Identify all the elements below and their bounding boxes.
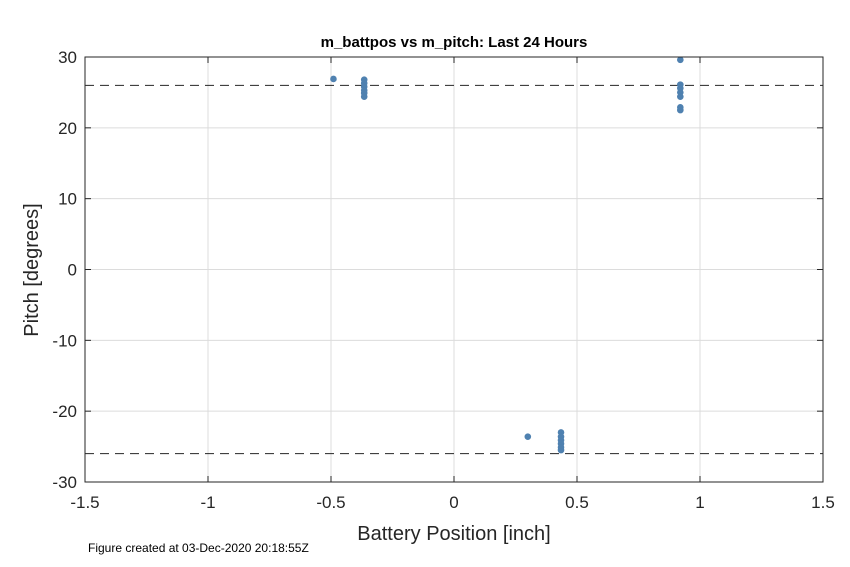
data-point-0-7	[524, 433, 532, 440]
x-tick-label-4: 0.5	[565, 493, 589, 512]
figure-created-footer: Figure created at 03-Dec-2020 20:18:55Z	[88, 541, 309, 555]
x-tick-label-3: 0	[449, 493, 458, 512]
chart-title: m_battpos vs m_pitch: Last 24 Hours	[321, 34, 588, 51]
x-tick-label-1: -1	[200, 493, 215, 512]
y-tick-label-6: -30	[52, 473, 77, 492]
x-tick-labels: -1.5 -1 -0.5 0 0.5 1 1.5	[70, 57, 835, 512]
data-points	[330, 56, 684, 454]
y-tick-labels: 30 20 10 0 -10 -20 -30	[52, 48, 823, 492]
x-axis-label: Battery Position [inch]	[357, 523, 550, 545]
x-tick-label-2: -0.5	[316, 493, 345, 512]
x-tick-label-6: 1.5	[811, 493, 835, 512]
data-point-0-14	[677, 56, 684, 64]
y-axis-label: Pitch [degrees]	[21, 203, 43, 336]
y-tick-label-4: -10	[52, 331, 77, 350]
data-point-0-13	[557, 446, 565, 454]
reference-lines	[85, 84, 823, 455]
data-point-0-6	[360, 93, 368, 100]
y-tick-label-0: 30	[58, 48, 77, 67]
x-tick-label-0: -1.5	[70, 493, 99, 512]
x-tick-label-5: 1	[695, 493, 704, 512]
y-tick-label-5: -20	[52, 402, 77, 421]
y-tick-label-2: 10	[58, 190, 77, 209]
data-point-0-0	[330, 75, 337, 83]
y-tick-label-3: 0	[68, 261, 77, 280]
y-tick-label-1: 20	[58, 119, 77, 138]
data-point-0-18	[677, 93, 684, 100]
data-point-0-20	[677, 106, 684, 114]
